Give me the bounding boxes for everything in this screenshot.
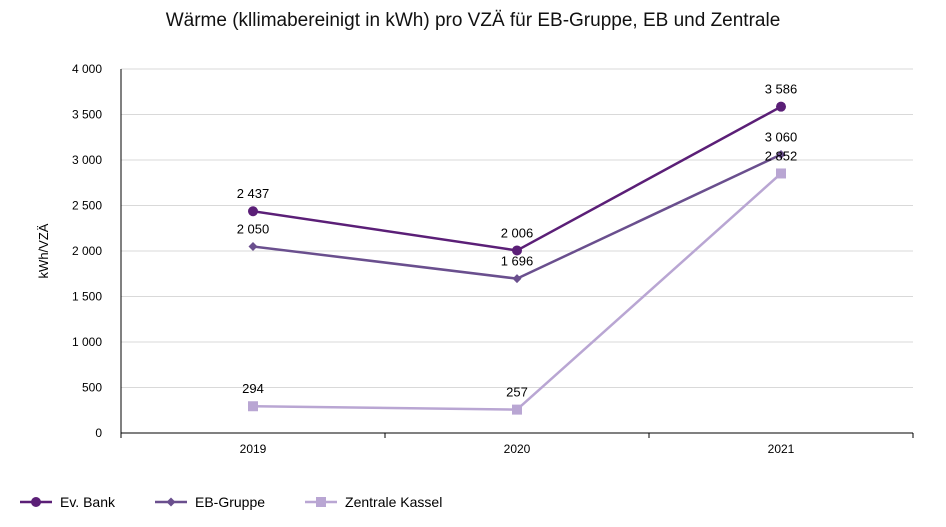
data-point	[248, 401, 258, 412]
data-point	[512, 404, 522, 415]
x-tick-label: 2020	[504, 442, 531, 456]
legend-item: EB-Gruppe	[153, 494, 265, 510]
y-tick-label: 1 500	[72, 290, 102, 304]
y-tick-label: 3 500	[72, 108, 102, 122]
y-tick-label: 3 000	[72, 153, 102, 167]
data-point	[512, 274, 522, 284]
data-point	[776, 168, 786, 179]
data-point	[776, 150, 786, 160]
legend-label: EB-Gruppe	[195, 494, 266, 510]
data-label: 257	[506, 385, 528, 400]
y-tick-label: 4 000	[72, 62, 102, 76]
data-label: 2 437	[237, 186, 270, 201]
legend-swatch	[303, 494, 339, 510]
legend-label: Ev. Bank	[60, 494, 115, 510]
legend-item: Ev. Bank	[18, 494, 115, 510]
data-point	[248, 206, 258, 217]
data-label: 294	[242, 381, 264, 396]
y-tick-label: 2 500	[72, 199, 102, 213]
data-labels: 2 437 2 006 3 586 2 050 1 696 3 060 294 257 2 85…	[237, 82, 798, 400]
legend-marker	[316, 497, 327, 507]
y-tick-label: 500	[82, 381, 102, 395]
data-label: 2 050	[237, 221, 270, 236]
series-line-zentrale-kassel	[252, 172, 782, 411]
legend-swatch	[153, 494, 189, 510]
axes: 0 500 1 000 1 500 2 000 2 500 3 000 3 500 4 000 2…	[36, 62, 914, 456]
x-tick-label: 2019	[240, 442, 267, 456]
x-tick-label: 2021	[768, 442, 795, 456]
data-point	[512, 245, 522, 256]
legend: Ev. Bank EB-Gruppe Zentrale Kassel	[18, 494, 480, 510]
legend-item: Zentrale Kassel	[303, 494, 442, 510]
data-label: 2 006	[501, 225, 534, 240]
data-label: 1 696	[501, 254, 534, 269]
legend-swatch	[18, 494, 54, 510]
data-label: 3 060	[765, 130, 798, 145]
y-tick-label: 0	[95, 426, 102, 440]
data-point	[776, 101, 786, 112]
y-axis-label: kWh/VZÄ	[36, 223, 51, 278]
data-label: 3 586	[765, 82, 798, 97]
legend-marker	[166, 497, 176, 507]
chart-title: Wärme (kllimabereinigt in kWh) pro VZÄ f…	[165, 10, 781, 31]
legend-label: Zentrale Kassel	[345, 494, 443, 510]
data-label: 2 852	[765, 148, 798, 163]
series-lines	[248, 101, 786, 415]
y-tick-label: 1 000	[72, 335, 102, 349]
legend-marker	[31, 497, 41, 507]
data-point	[248, 241, 258, 251]
y-tick-label: 2 000	[72, 244, 102, 258]
